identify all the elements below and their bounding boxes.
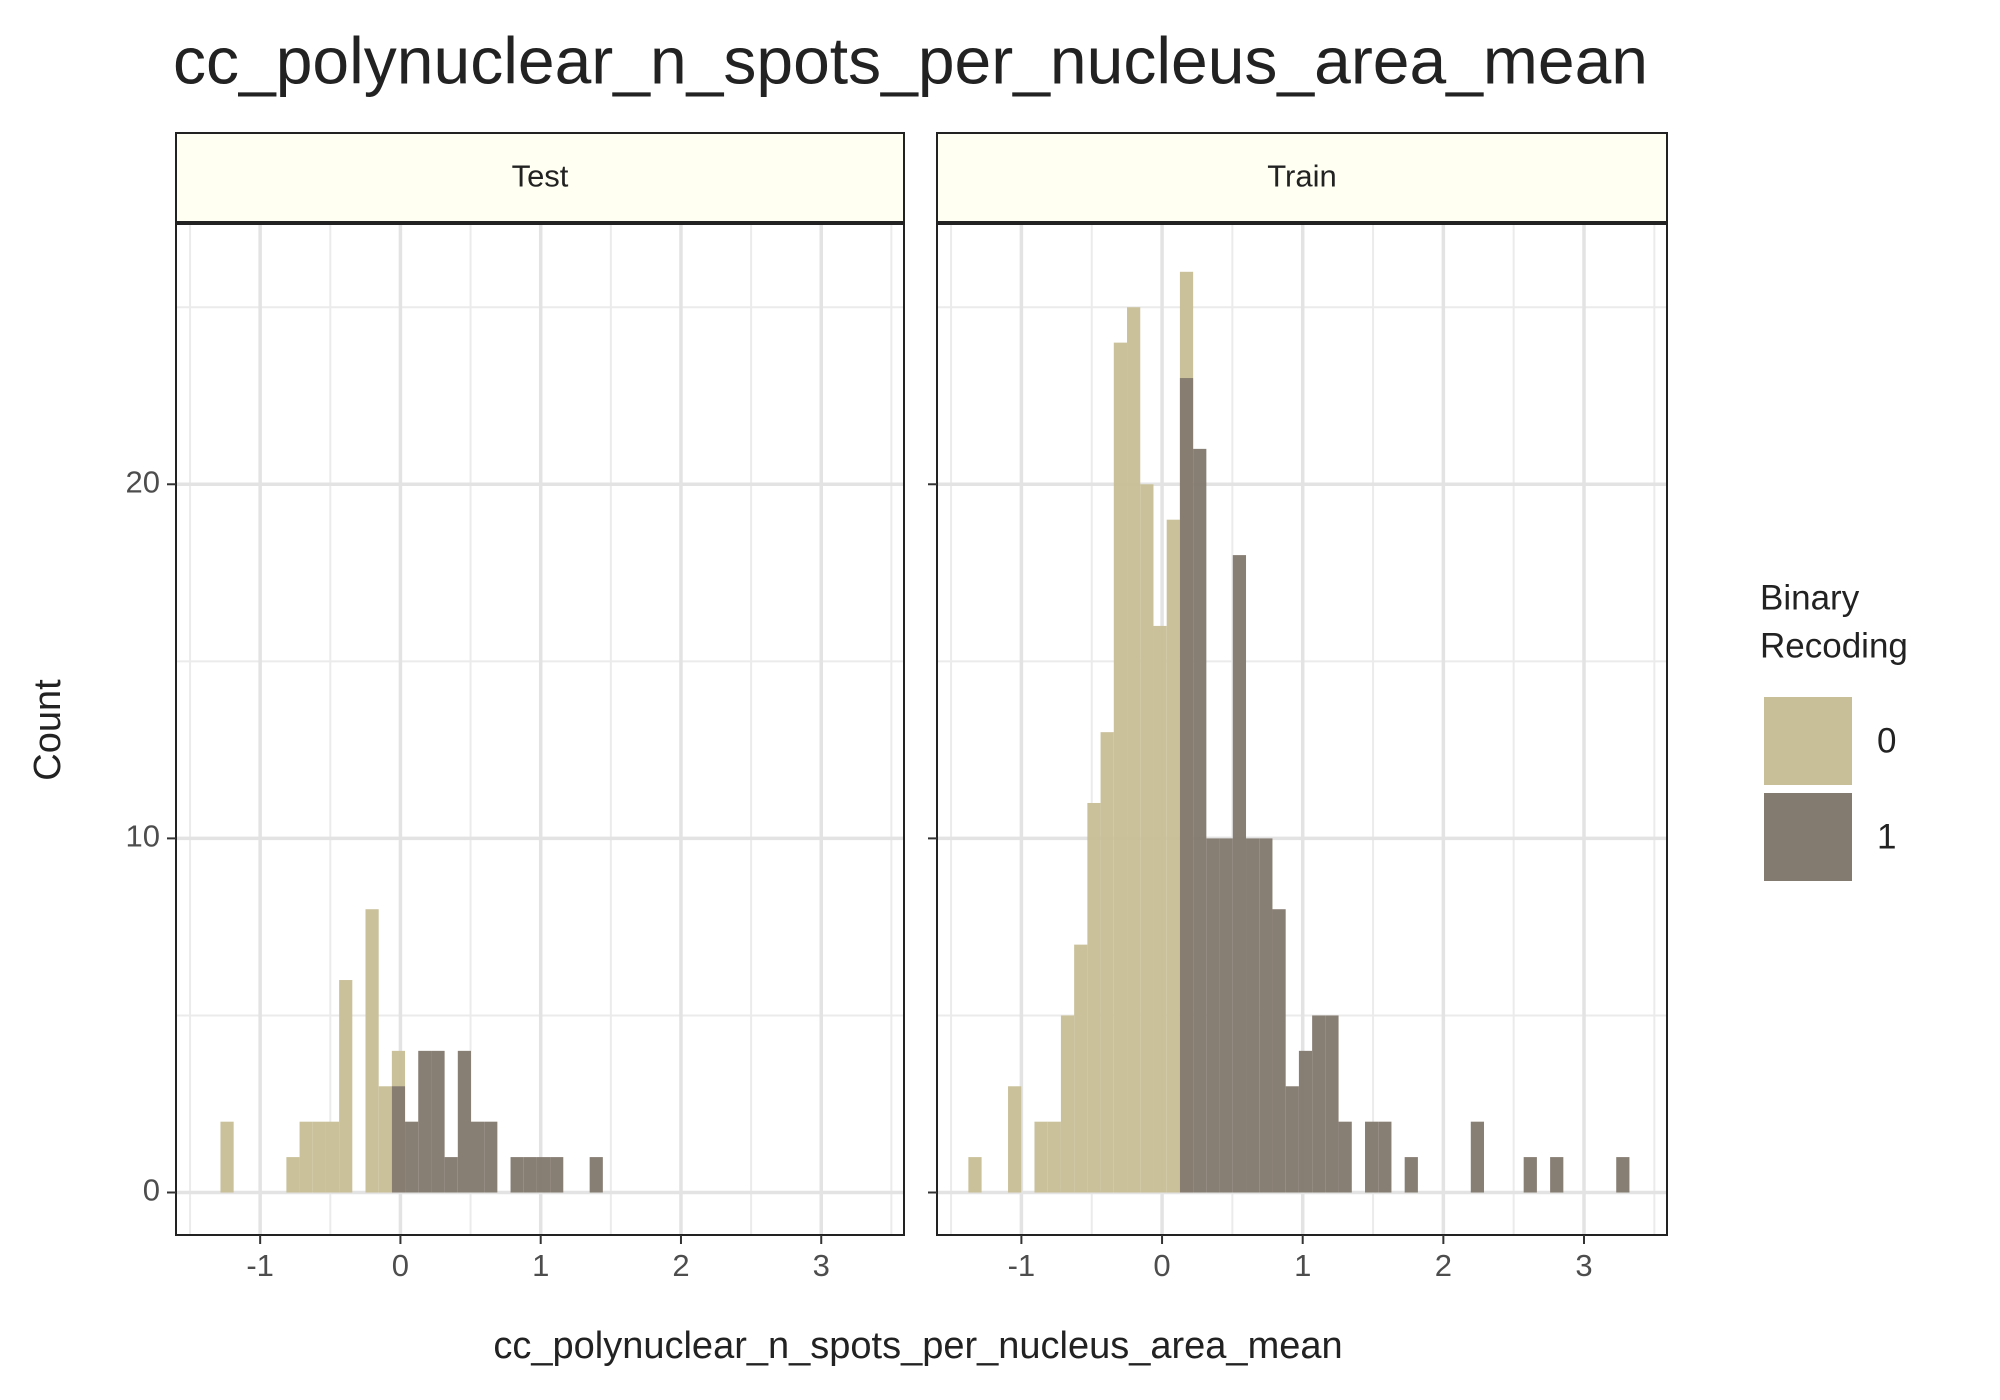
histogram-bar — [470, 1121, 485, 1193]
x-tick-label: 3 — [813, 1248, 830, 1283]
histogram-bar — [1179, 378, 1194, 1193]
histogram-bar — [1325, 1015, 1339, 1193]
histogram-bar — [286, 1157, 300, 1193]
x-tick-label: 1 — [1294, 1248, 1311, 1283]
histogram-bar — [1047, 1121, 1061, 1193]
histogram-bar — [1140, 484, 1154, 1193]
histogram-bar — [220, 1121, 234, 1193]
x-tick-label: 0 — [1153, 1248, 1170, 1283]
histogram-bar — [378, 1086, 392, 1193]
y-tick-label: 20 — [126, 464, 160, 499]
histogram-bar — [1060, 1015, 1075, 1193]
histogram-bar — [1206, 838, 1220, 1193]
histogram-bar — [523, 1157, 537, 1193]
facet-strip — [936, 132, 1668, 223]
histogram-bar — [457, 1050, 471, 1193]
histogram-bar — [1100, 732, 1114, 1193]
x-tick-label: 2 — [672, 1248, 689, 1283]
x-axis-label: cc_polynuclear_n_spots_per_nucleus_area_… — [493, 1325, 1342, 1367]
x-tick-label: 1 — [532, 1248, 549, 1283]
legend-swatch — [1764, 697, 1852, 785]
x-tick-label: 3 — [1575, 1248, 1592, 1283]
histogram-bar — [1113, 342, 1128, 1193]
histogram-bar — [1232, 555, 1247, 1193]
histogram-bar — [1087, 802, 1101, 1193]
histogram-bar — [1470, 1121, 1485, 1193]
y-tick-label: 0 — [143, 1173, 160, 1208]
x-tick-label: 0 — [392, 1248, 409, 1283]
y-axis-label: Count — [27, 679, 69, 781]
histogram-bar — [325, 1121, 340, 1193]
histogram-bar — [431, 1050, 445, 1193]
histogram-bar — [1285, 1086, 1299, 1193]
legend-label: 1 — [1877, 817, 1896, 856]
facet-label: Train — [1267, 159, 1336, 194]
facet-label: Test — [512, 159, 569, 194]
histogram-bar — [299, 1121, 313, 1193]
x-tick-label: 2 — [1435, 1248, 1452, 1283]
histogram-bar — [1523, 1157, 1537, 1193]
histogram-bar — [1272, 909, 1286, 1193]
histogram-bar — [1193, 448, 1207, 1193]
legend-title: Binary — [1760, 578, 1860, 617]
histogram-bar — [418, 1050, 432, 1193]
histogram-bar — [365, 909, 379, 1193]
histogram-bar — [1365, 1121, 1379, 1193]
histogram-bar — [550, 1157, 564, 1193]
facet-strip — [175, 132, 905, 223]
histogram-bar — [1153, 625, 1167, 1193]
histogram-bar — [1008, 1086, 1022, 1193]
histogram-bar — [1166, 519, 1180, 1193]
histogram-bar — [1246, 838, 1260, 1193]
histogram-bar — [1219, 838, 1233, 1193]
x-tick-label: -1 — [1008, 1248, 1036, 1283]
histogram-bar — [391, 1086, 406, 1193]
histogram-bar — [1338, 1121, 1352, 1193]
histogram-bar — [1378, 1121, 1392, 1193]
histogram-bar — [1034, 1121, 1048, 1193]
histogram-bar — [405, 1121, 419, 1193]
histogram-bar — [1550, 1157, 1564, 1193]
histogram-bar — [1298, 1050, 1313, 1193]
histogram-bar — [484, 1121, 498, 1193]
histogram-bar — [510, 1157, 524, 1193]
histogram-bar — [1616, 1157, 1630, 1193]
histogram-bar — [589, 1157, 603, 1193]
histogram-bar — [444, 1157, 458, 1193]
histogram-bar — [1312, 1015, 1326, 1193]
histogram-bar — [1259, 838, 1273, 1193]
x-tick-label: -1 — [246, 1248, 274, 1283]
histogram-bar — [1404, 1157, 1418, 1193]
histogram-bar — [312, 1121, 326, 1193]
legend-swatch — [1764, 793, 1852, 881]
y-tick-label: 10 — [126, 819, 160, 854]
legend-label: 0 — [1877, 721, 1896, 760]
histogram-bar — [536, 1157, 551, 1193]
histogram-bar — [1074, 944, 1088, 1193]
chart-title: cc_polynuclear_n_spots_per_nucleus_area_… — [173, 23, 1648, 97]
histogram-bar — [1127, 307, 1141, 1193]
histogram-bar — [339, 980, 353, 1193]
legend-title: Recoding — [1760, 626, 1908, 665]
histogram-bar — [968, 1157, 982, 1193]
